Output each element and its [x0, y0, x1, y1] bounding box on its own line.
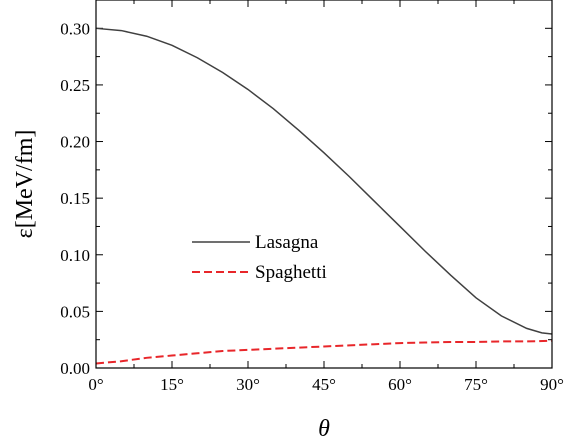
- y-tick-label: 0.00: [60, 359, 90, 378]
- y-tick-label: 0.30: [60, 19, 90, 38]
- legend: Lasagna Spaghetti: [192, 232, 327, 283]
- y-tick-label: 0.10: [60, 246, 90, 265]
- y-tick-label: 0.15: [60, 189, 90, 208]
- x-tick-label: 60°: [388, 375, 412, 394]
- y-tick-label: 0.20: [60, 133, 90, 152]
- series-line-lasagna: [95, 27, 553, 335]
- x-tick-label: 45°: [312, 375, 336, 394]
- y-axis-label: ε[MeV/fm]: [12, 130, 38, 239]
- legend-label-lasagna: Lasagna: [255, 232, 319, 253]
- axis-ticks: [95, 0, 553, 369]
- x-tick-label: 30°: [236, 375, 260, 394]
- series-line-spaghetti: [95, 339, 553, 365]
- x-tick-label: 75°: [464, 375, 488, 394]
- y-tick-label: 0.25: [60, 76, 90, 95]
- y-tick-label: 0.05: [60, 302, 90, 321]
- series-layer: [95, 27, 553, 365]
- x-tick-label: 15°: [160, 375, 184, 394]
- x-axis-label: θ: [318, 416, 330, 442]
- tick-labels: 0° 15° 30° 45° 60° 75° 90° 0.00 0.05 0.10 0.15 0.20…: [60, 19, 564, 394]
- x-tick-label: 0°: [88, 375, 103, 394]
- legend-label-spaghetti: Spaghetti: [255, 262, 327, 283]
- x-tick-label: 90°: [540, 375, 564, 394]
- plot-frame: [95, 0, 553, 369]
